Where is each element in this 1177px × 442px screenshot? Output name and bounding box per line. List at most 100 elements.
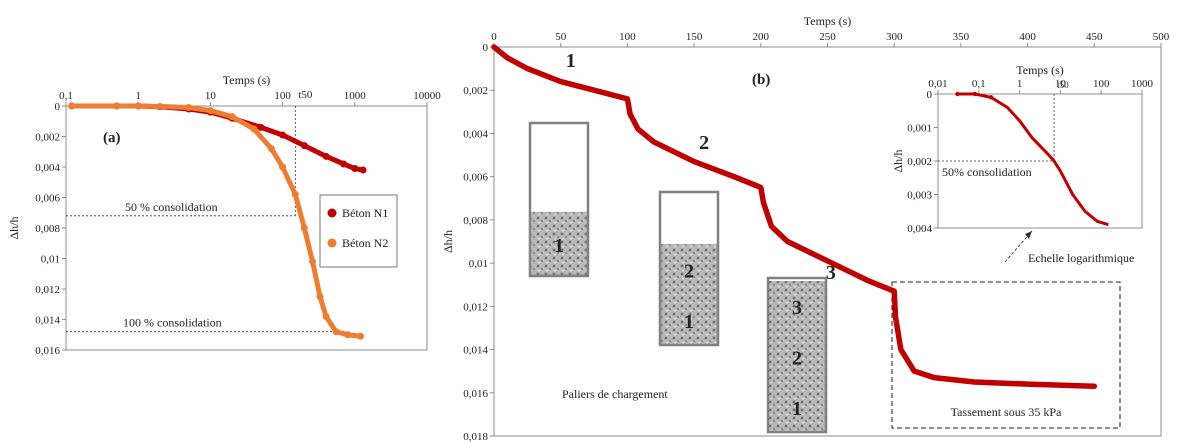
x-tick-label: 400 bbox=[1019, 31, 1036, 43]
y-tick-label: 0,006 bbox=[35, 193, 60, 205]
y-tick-label: 0,012 bbox=[35, 284, 60, 296]
data-point bbox=[279, 131, 287, 139]
x-axis-label: Temps (s) bbox=[1016, 63, 1063, 77]
specimen-fill bbox=[660, 244, 718, 345]
specimen-layer-label: 3 bbox=[792, 297, 802, 319]
specimen-layer-label: 1 bbox=[792, 398, 802, 420]
annotation-label: 100 % consolidation bbox=[123, 316, 222, 330]
data-point bbox=[267, 145, 275, 153]
x-tick-label: 250 bbox=[819, 31, 836, 43]
x-axis-label: Temps (s) bbox=[223, 73, 270, 87]
x-tick-label: 100 bbox=[274, 90, 291, 102]
y-tick-label: 0,001 bbox=[907, 123, 932, 135]
y-tick-label: 0 bbox=[55, 101, 61, 113]
settlement-box-label: Tassement sous 35 kPa bbox=[951, 405, 1062, 419]
x-tick-label: 10 bbox=[1055, 78, 1067, 90]
x-tick-label: 0,1 bbox=[59, 90, 73, 102]
specimen-layer-label: 2 bbox=[684, 260, 694, 282]
data-point bbox=[340, 160, 348, 168]
legend-marker bbox=[327, 208, 337, 218]
callout-arrow bbox=[1004, 230, 1033, 263]
data-point bbox=[332, 328, 340, 336]
data-point bbox=[228, 113, 236, 121]
specimen-fill bbox=[768, 281, 826, 432]
data-point bbox=[300, 224, 308, 232]
x-tick-label: 0,1 bbox=[972, 78, 986, 90]
x-tick-label: 10 bbox=[205, 90, 217, 102]
callout-arrowhead bbox=[1025, 231, 1032, 239]
y-tick-label: 0,003 bbox=[907, 190, 932, 202]
data-point bbox=[156, 102, 164, 110]
specimen-fill bbox=[530, 211, 588, 276]
data-point bbox=[185, 104, 193, 112]
data-point bbox=[279, 163, 287, 171]
x-tick-label: 1 bbox=[135, 90, 141, 102]
y-tick-label: 0,016 bbox=[463, 388, 488, 400]
t50-label: t50 bbox=[298, 89, 313, 101]
data-point bbox=[322, 312, 330, 320]
x-tick-label: 150 bbox=[686, 31, 703, 43]
y-tick-label: 0,002 bbox=[907, 156, 932, 168]
t50-label: t50 bbox=[1057, 80, 1069, 90]
data-point bbox=[309, 258, 317, 266]
data-point bbox=[300, 142, 308, 150]
x-tick-label: 500 bbox=[1153, 31, 1170, 43]
legend-box bbox=[319, 194, 398, 268]
y-tick-label: 0,016 bbox=[35, 345, 60, 357]
x-tick-label: 100 bbox=[619, 31, 636, 43]
y-tick-label: 0 bbox=[927, 89, 933, 101]
chart-a: 0,1 1 10 100 1000 10000 0 0,002 0,004 0,006 0,008 0… bbox=[7, 73, 441, 357]
callout-label: Echelle logarithmique bbox=[1028, 251, 1134, 265]
y-axis-label: Δh/h bbox=[7, 216, 21, 239]
legend-label: Béton N2 bbox=[342, 236, 388, 250]
specimen-mould bbox=[766, 276, 828, 434]
legend-label: Béton N1 bbox=[342, 206, 388, 220]
data-point bbox=[322, 152, 330, 160]
step-label: 2 bbox=[699, 132, 709, 154]
data-point bbox=[351, 165, 359, 173]
x-tick-label: 100 bbox=[1093, 78, 1110, 90]
specimen-mould bbox=[658, 190, 720, 347]
y-axis-label: Δh/h bbox=[441, 230, 455, 253]
settlement-box bbox=[891, 281, 1121, 429]
panel-label: (b) bbox=[752, 72, 770, 88]
y-tick-label: 0,002 bbox=[463, 85, 488, 97]
x-tick-label: 1000 bbox=[344, 90, 367, 102]
y-tick-label: 0,002 bbox=[35, 132, 60, 144]
annotation-label: 50 % consolidation bbox=[125, 200, 218, 214]
x-tick-label: 200 bbox=[753, 31, 770, 43]
data-point bbox=[250, 125, 258, 133]
y-tick-label: 0,018 bbox=[463, 431, 488, 442]
chart-inset: 0,01 0,1 1 10 100 1000 0 0,001 0,002 0,003 0,004 Te… bbox=[891, 63, 1154, 265]
data-point bbox=[68, 102, 76, 110]
y-tick-label: 0,008 bbox=[463, 215, 488, 227]
data-point bbox=[972, 91, 978, 97]
y-tick-label: 0,014 bbox=[35, 315, 60, 327]
specimen-mould bbox=[528, 121, 590, 278]
y-tick-label: 0,012 bbox=[463, 301, 488, 313]
y-tick-label: 0,01 bbox=[469, 258, 488, 270]
step-label: 3 bbox=[826, 262, 836, 284]
y-axis-label: Δh/h bbox=[891, 149, 905, 172]
x-tick-label: 0 bbox=[491, 31, 497, 43]
x-tick-label: 300 bbox=[886, 31, 903, 43]
data-point bbox=[206, 107, 214, 115]
specimen-caption: Paliers de chargement bbox=[562, 387, 668, 401]
data-point bbox=[359, 166, 367, 174]
x-tick-label: 1 bbox=[1017, 78, 1023, 90]
data-point bbox=[112, 102, 120, 110]
panel-label: (a) bbox=[103, 130, 121, 146]
data-point bbox=[291, 190, 299, 198]
data-point bbox=[357, 332, 365, 340]
y-tick-label: 0,01 bbox=[41, 254, 60, 266]
x-tick-label: 350 bbox=[953, 31, 970, 43]
y-tick-label: 0 bbox=[483, 42, 489, 54]
data-point bbox=[955, 91, 960, 97]
y-tick-label: 0,004 bbox=[907, 223, 932, 235]
specimen-layer-label: 2 bbox=[792, 348, 802, 370]
settlement-curve bbox=[491, 44, 1098, 390]
x-tick-label: 450 bbox=[1086, 31, 1103, 43]
x-tick-label: 10000 bbox=[413, 90, 441, 102]
y-tick-label: 0,004 bbox=[463, 128, 488, 140]
data-point bbox=[988, 95, 994, 100]
